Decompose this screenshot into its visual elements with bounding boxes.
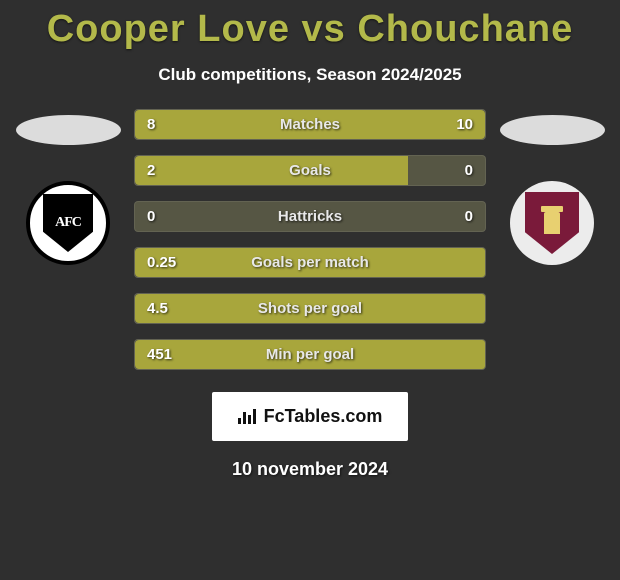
- branding-badge: FcTables.com: [212, 392, 409, 441]
- stat-value-left: 0.25: [147, 254, 176, 271]
- stat-label: Hattricks: [278, 208, 342, 225]
- player-left-ellipse: [16, 115, 121, 145]
- stat-label: Min per goal: [266, 346, 354, 363]
- stat-value-left: 0: [147, 208, 155, 225]
- stat-row: 451 Min per goal: [134, 339, 486, 370]
- chart-icon: [238, 409, 256, 424]
- branding-text: FcTables.com: [264, 406, 383, 427]
- stat-value-left: 2: [147, 162, 155, 179]
- stat-value-left: 4.5: [147, 300, 168, 317]
- page-title: Cooper Love vs Chouchane: [47, 8, 574, 51]
- player-right-crest: [510, 181, 594, 265]
- player-left-crest: AFC: [26, 181, 110, 265]
- stat-label: Matches: [280, 116, 340, 133]
- stat-row: 0.25 Goals per match: [134, 247, 486, 278]
- stat-label: Goals per match: [251, 254, 369, 271]
- bar-fill-left: [135, 156, 408, 185]
- player-right-side: [492, 109, 612, 265]
- subtitle: Club competitions, Season 2024/2025: [158, 65, 461, 85]
- shield-icon: [525, 192, 579, 254]
- stat-row: 8 Matches 10: [134, 109, 486, 140]
- stat-value-right: 10: [456, 116, 473, 133]
- comparison-bars: 8 Matches 10 2 Goals 0 0 Hattricks 0 0.25 Goals pe…: [128, 109, 492, 370]
- player-right-ellipse: [500, 115, 605, 145]
- stat-row: 2 Goals 0: [134, 155, 486, 186]
- stat-value-right: 0: [465, 208, 473, 225]
- stat-value-left: 8: [147, 116, 155, 133]
- tower-icon: [544, 212, 560, 234]
- date-text: 10 november 2024: [232, 459, 388, 480]
- crest-left-text: AFC: [55, 215, 81, 231]
- stat-label: Goals: [289, 162, 331, 179]
- player-left-side: AFC: [8, 109, 128, 265]
- stat-row: 0 Hattricks 0: [134, 201, 486, 232]
- shield-icon: AFC: [43, 194, 93, 252]
- stat-label: Shots per goal: [258, 300, 362, 317]
- stat-value-right: 0: [465, 162, 473, 179]
- comparison-main: AFC 8 Matches 10 2 Goals 0 0 Hattricks 0 0.25 Goal…: [0, 109, 620, 370]
- stat-row: 4.5 Shots per goal: [134, 293, 486, 324]
- bar-fill-left: [135, 110, 282, 139]
- stat-value-left: 451: [147, 346, 172, 363]
